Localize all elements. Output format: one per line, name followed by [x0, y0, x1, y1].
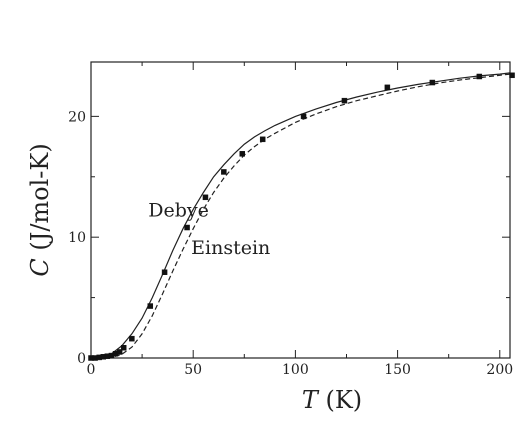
- data-marker: [161, 269, 168, 275]
- y-tick-label: 0: [77, 351, 86, 367]
- data-marker: [476, 73, 483, 80]
- x-tick-label: 200: [486, 362, 513, 378]
- data-marker: [239, 151, 245, 157]
- debye-curve: [90, 72, 511, 359]
- data-markers: [88, 72, 515, 361]
- data-marker: [202, 194, 209, 201]
- debye-label: Debye: [148, 200, 209, 222]
- data-marker: [129, 335, 135, 342]
- einstein-label: Einstein: [191, 237, 270, 259]
- x-tick-label: 100: [282, 362, 309, 378]
- data-marker: [259, 136, 266, 143]
- data-marker: [300, 113, 307, 120]
- data-marker: [221, 169, 227, 175]
- plot-labels: Debye Einstein T (K) C (J/mol-K): [26, 143, 362, 414]
- data-marker: [147, 303, 154, 309]
- x-tick-label: 50: [184, 362, 202, 378]
- data-marker: [341, 97, 348, 104]
- data-marker: [184, 224, 190, 231]
- y-tick-label: 10: [68, 230, 86, 246]
- x-axis-title: T (K): [302, 386, 362, 414]
- data-marker: [429, 79, 436, 86]
- y-axis-title: C (J/mol-K): [26, 143, 54, 276]
- y-tick-label: 20: [68, 109, 86, 125]
- data-marker: [384, 84, 391, 91]
- axis-ticks: 0 50 100 150 200 0 10 20: [68, 62, 513, 378]
- x-tick-label: 0: [87, 362, 96, 378]
- plot-frame: [90, 61, 511, 359]
- data-marker: [120, 344, 127, 351]
- data-marker: [509, 72, 515, 79]
- data-marker: [116, 349, 123, 355]
- x-tick-label: 150: [384, 362, 411, 378]
